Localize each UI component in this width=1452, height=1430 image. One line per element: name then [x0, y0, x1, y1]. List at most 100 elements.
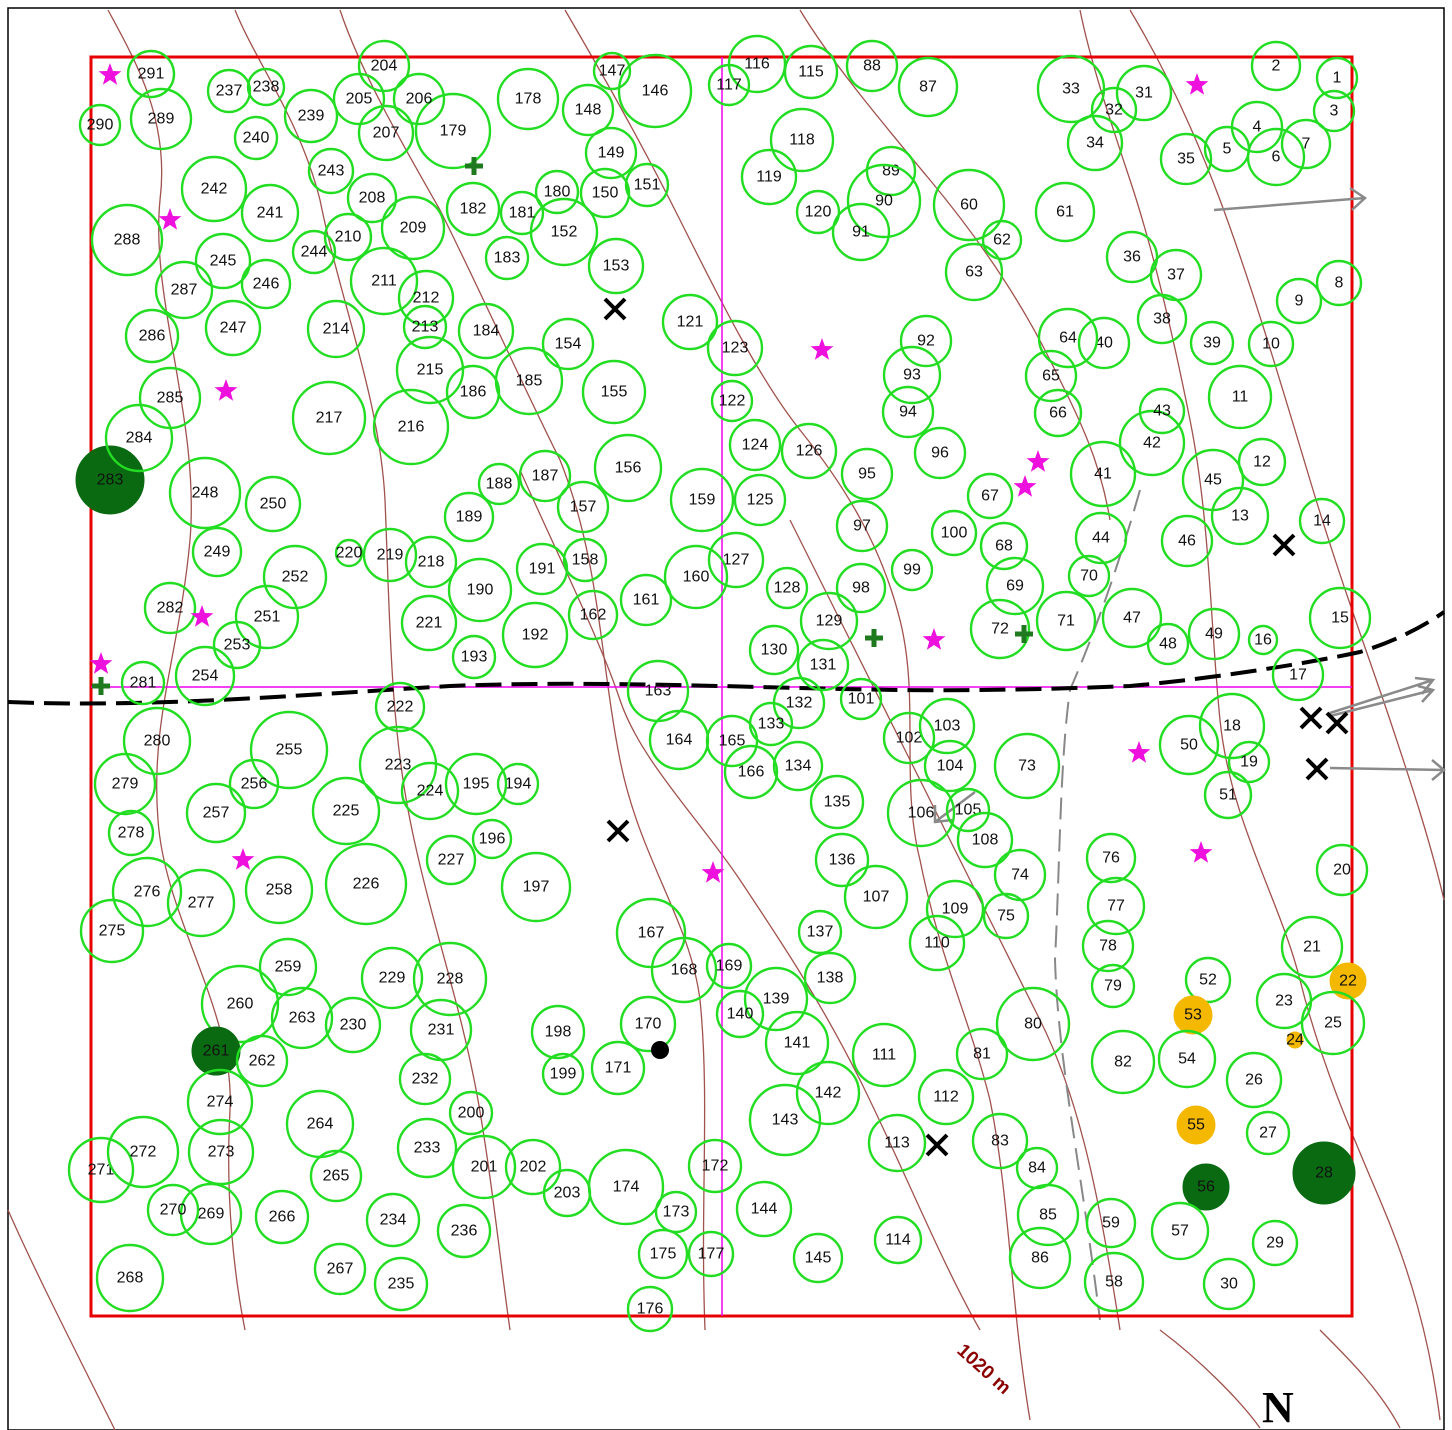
tree-number: 131 — [810, 657, 837, 674]
tree-crown-circle — [923, 739, 977, 793]
tree-crown-circle — [1090, 86, 1138, 134]
tree-number: 280 — [144, 733, 171, 750]
tree-crown-circle — [323, 212, 373, 262]
tree-crown-circle — [104, 403, 174, 473]
tree-number: 11 — [1232, 389, 1249, 406]
tree-marker: 157 — [556, 480, 610, 534]
tree-crown-circle — [995, 986, 1071, 1062]
tree-number: 263 — [289, 1010, 316, 1027]
tree-crown-circle — [743, 966, 809, 1032]
tree-marker: 155 — [581, 359, 647, 425]
tree-marker: 247 — [204, 299, 262, 357]
tree-number: 134 — [785, 758, 812, 775]
tree-number: 255 — [276, 742, 303, 759]
tree-number: 191 — [529, 561, 556, 578]
tree-crown-circle — [561, 83, 615, 137]
star-icon — [1026, 450, 1050, 472]
contour-line — [799, 9, 1111, 521]
tree-number: 161 — [633, 592, 660, 609]
tree-marker: 109 — [925, 879, 985, 939]
tree-crown-circle — [1251, 1219, 1299, 1267]
tree-number: 28 — [1315, 1165, 1333, 1182]
tree-number: 61 — [1056, 204, 1074, 221]
tree-number: 29 — [1266, 1235, 1284, 1252]
tree-crown-circle — [654, 1190, 698, 1234]
tree-marker: 101 — [839, 677, 883, 721]
tree-marker: 220 — [334, 538, 364, 568]
tree-marker: 272 — [106, 1115, 180, 1189]
tree-marker: 225 — [311, 776, 381, 846]
tree-crown-circle — [1329, 962, 1367, 1000]
tree-marker: 200 — [448, 1090, 494, 1136]
tree-crown-circle — [451, 1134, 517, 1200]
tree-crown-circle — [663, 544, 729, 610]
tree-marker: 173 — [654, 1190, 698, 1234]
tree-number: 124 — [742, 437, 769, 454]
direction-arrows — [933, 186, 1446, 824]
tree-crown-circle — [637, 1228, 689, 1280]
tree-marker: 156 — [593, 433, 663, 503]
tree-crown-circle — [918, 697, 976, 755]
tree-marker: 87 — [897, 56, 959, 118]
tree-number: 56 — [1197, 1179, 1215, 1196]
tree-marker: 85 — [1016, 1183, 1080, 1247]
tree-number: 102 — [896, 730, 923, 747]
tree-number: 19 — [1240, 754, 1258, 771]
tree-number: 60 — [960, 197, 978, 214]
tree-crown-circle — [1246, 127, 1306, 187]
tree-marker: 262 — [235, 1034, 289, 1088]
tree-marker: 80 — [995, 986, 1071, 1062]
tree-marker: 261 — [191, 1026, 241, 1076]
tree-number: 12 — [1253, 454, 1271, 471]
tree-marker: 226 — [324, 842, 408, 926]
tree-crown-circle — [1250, 40, 1302, 92]
tree-crown-circle — [687, 1230, 735, 1278]
tree-crown-circle — [1210, 486, 1270, 546]
tree-crown-circle — [765, 566, 809, 610]
tree-crown-circle — [1136, 293, 1188, 345]
tree-number: 106 — [908, 805, 935, 822]
tree-crown-circle — [985, 556, 1045, 616]
contour-line — [339, 9, 706, 1331]
tree-crown-circle — [444, 752, 508, 816]
tree-crown-circle — [669, 467, 735, 533]
tree-crown-circle — [1173, 995, 1213, 1035]
tree-crown-circle — [249, 710, 329, 790]
tree-number: 149 — [598, 145, 625, 162]
tree-crown-circle — [705, 942, 753, 990]
tree-crown-circle — [187, 1118, 255, 1186]
tree-marker: 205 — [332, 72, 386, 126]
tree-number: 169 — [716, 958, 743, 975]
tree-crown-circle — [254, 1189, 310, 1245]
tree-number: 53 — [1184, 1007, 1202, 1024]
tree-marker: 63 — [944, 242, 1004, 302]
tree-number: 122 — [719, 393, 746, 410]
tree-number: 189 — [456, 509, 483, 526]
tree-number: 275 — [99, 923, 126, 940]
tree-number: 273 — [208, 1144, 235, 1161]
tree-crown-circle — [191, 526, 243, 578]
tree-number: 282 — [157, 600, 184, 617]
tree-marker: 129 — [799, 591, 859, 651]
tree-marker: 65 — [1024, 349, 1078, 403]
tree-number: 35 — [1177, 151, 1195, 168]
tree-number: 94 — [899, 404, 917, 421]
tree-marker: 175 — [637, 1228, 689, 1280]
tree-crown-circle — [404, 535, 458, 589]
tree-crown-circle — [179, 1182, 243, 1246]
tree-marker: 201 — [451, 1134, 517, 1200]
tree-marker: 145 — [792, 1232, 844, 1284]
tree-number: 168 — [671, 962, 698, 979]
tree-number: 205 — [346, 91, 373, 108]
tree-marker: 161 — [619, 573, 673, 627]
tree-marker: 212 — [397, 269, 455, 327]
tree-marker: 8 — [1315, 259, 1363, 307]
tree-marker: 20 — [1315, 843, 1369, 897]
tree-crown-circle — [1176, 1105, 1216, 1145]
arrow — [933, 791, 976, 824]
tree-marker: 64 — [1037, 307, 1099, 369]
tree-marker: 213 — [402, 304, 448, 350]
tree-crown-circle — [126, 49, 176, 99]
tree-crown-circle — [624, 162, 670, 208]
tree-number: 135 — [824, 794, 851, 811]
